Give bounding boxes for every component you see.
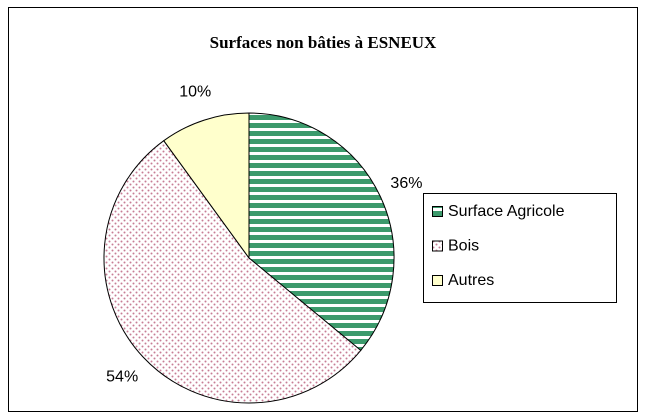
pie-slice <box>163 112 250 260</box>
legend-label: Surface Agricole <box>448 203 565 220</box>
pie-slice <box>103 139 362 404</box>
legend-label: Bois <box>448 238 479 255</box>
legend-swatch <box>432 275 443 286</box>
data-label: 36% <box>390 175 422 192</box>
data-label: 10% <box>179 84 211 101</box>
legend-swatch <box>432 206 443 217</box>
legend-swatch <box>432 240 443 252</box>
chart-title: Surfaces non bâties à ESNEUX <box>210 33 437 52</box>
pie-slice <box>248 112 395 352</box>
legend <box>423 193 617 303</box>
data-label: 54% <box>106 368 138 385</box>
legend-label: Autres <box>448 272 494 289</box>
